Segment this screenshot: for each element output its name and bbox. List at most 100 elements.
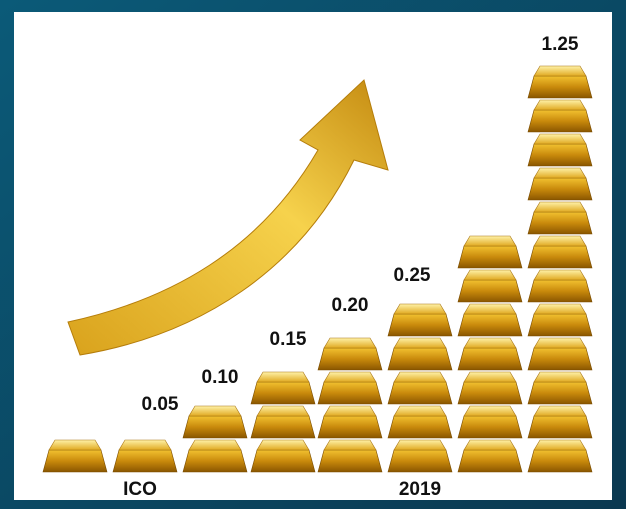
gold-bar [250,405,316,439]
bar-top [463,439,517,451]
gold-bar [317,371,383,405]
bar-top [188,405,242,417]
gold-bar [527,235,593,269]
bar-top [533,269,587,281]
bar-top [463,405,517,417]
bar-top [463,303,517,315]
gold-bar [317,439,383,473]
bar-top [463,235,517,247]
gold-bar [527,269,593,303]
gold-bar [527,303,593,337]
gold-bar [387,303,453,337]
bar-front [457,347,523,371]
bar-top [463,371,517,383]
bar-front [387,449,453,473]
bar-front [317,347,383,371]
gold-bar [527,65,593,99]
bar-front [527,109,593,133]
price-label: 0.25 [394,265,431,286]
gold-bar [182,439,248,473]
bar-front [527,381,593,405]
bar-front [527,211,593,235]
gold-bar [387,405,453,439]
bar-top [463,269,517,281]
bar-front [457,381,523,405]
bar-top [256,439,310,451]
bar-top [393,405,447,417]
bar-top [533,65,587,77]
panel [14,12,612,500]
bar-front [457,279,523,303]
bar-front [527,75,593,99]
bar-top [533,201,587,213]
bar-front [457,313,523,337]
bar-front [250,415,316,439]
gold-bar [527,337,593,371]
bar-top [323,371,377,383]
gold-bar [527,439,593,473]
gold-bar [457,371,523,405]
gold-bar [457,337,523,371]
gold-bar [387,439,453,473]
bar-top [533,405,587,417]
gold-bar [457,439,523,473]
price-label: 0.15 [270,329,307,350]
bar-top [256,371,310,383]
bar-top [533,439,587,451]
price-label: 0.05 [142,394,179,415]
bar-front [457,449,523,473]
arrow [67,79,389,356]
bar-front [42,449,108,473]
gold-bar [457,405,523,439]
gold-bar [317,405,383,439]
bar-top [393,337,447,349]
bar-front [457,245,523,269]
bar-front [182,449,248,473]
bar-front [457,415,523,439]
bar-front [387,347,453,371]
bar-top [118,439,172,451]
bar-top [393,303,447,315]
bar-front [112,449,178,473]
bar-front [250,449,316,473]
bar-front [387,415,453,439]
bar-top [533,99,587,111]
gold-bar [317,337,383,371]
bar-front [527,143,593,167]
bar-top [256,405,310,417]
bar-front [387,381,453,405]
bar-top [533,133,587,145]
bar-front [182,415,248,439]
bar-top [393,439,447,451]
gold-bar [250,371,316,405]
bar-front [527,279,593,303]
bar-top [533,337,587,349]
gold-bar [250,439,316,473]
gold-bars [42,65,593,473]
bar-top [463,337,517,349]
bar-front [527,347,593,371]
bar-top [533,235,587,247]
gold-bar [387,337,453,371]
bar-top [323,405,377,417]
bar-front [317,415,383,439]
labels: 0.05 0.10 0.15 0.20 0.25 1.25 ICO 2019 [123,34,579,500]
price-label: 0.20 [332,295,369,316]
period-label: ICO [123,479,157,500]
gold-bar [527,201,593,235]
bar-front [527,245,593,269]
bar-top [48,439,102,451]
price-label: 1.25 [542,34,579,55]
gold-bar [42,439,108,473]
bar-top [323,337,377,349]
bar-front [317,381,383,405]
bar-front [250,381,316,405]
bar-top [533,303,587,315]
gold-bar [457,269,523,303]
gold-bar [457,303,523,337]
gold-bar [182,405,248,439]
bar-top [533,167,587,179]
period-label: 2019 [399,479,441,500]
bar-front [527,177,593,201]
